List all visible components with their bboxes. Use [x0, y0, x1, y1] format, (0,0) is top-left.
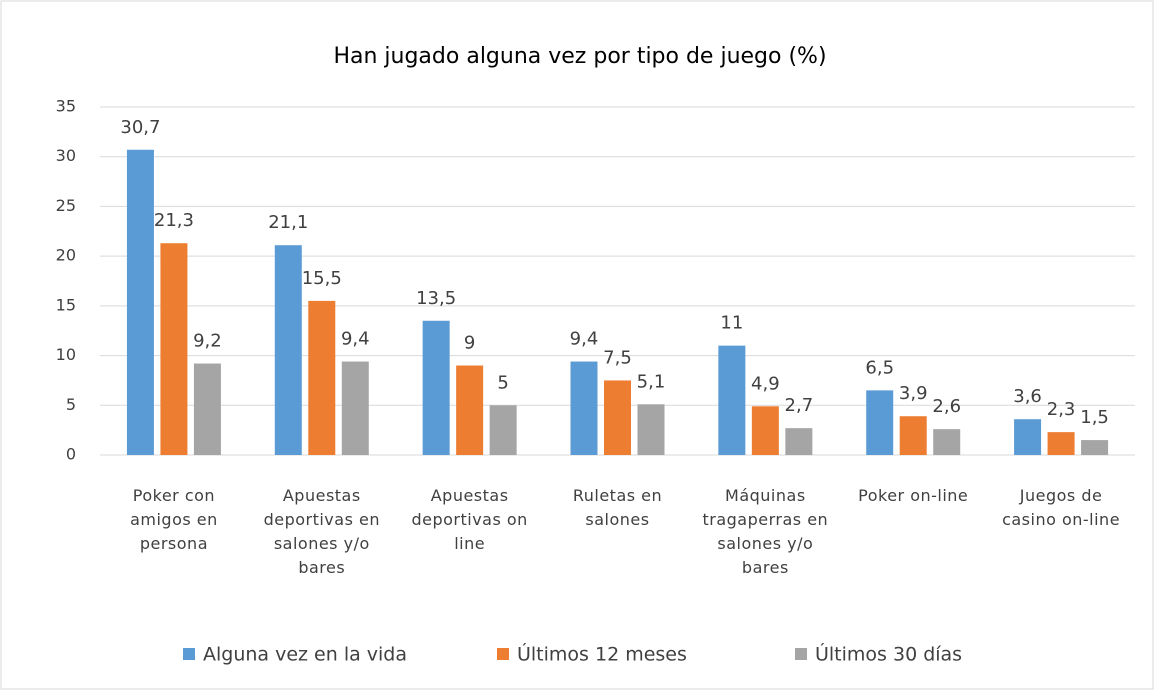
data-label: 6,5 [865, 357, 894, 378]
x-tick-label: Ruletas en salones [572, 486, 663, 529]
legend-label: Alguna vez en la vida [203, 644, 407, 666]
data-label: 13,5 [416, 288, 456, 309]
x-tick-label: Juegos de casino on-line [1002, 486, 1121, 529]
x-tick-label: Poker on-line [858, 486, 969, 505]
x-tick-label: Poker con amigos en persona [130, 486, 218, 553]
data-label: 1,5 [1080, 407, 1109, 428]
legend-swatch [183, 648, 195, 660]
y-tick-label: 5 [66, 395, 76, 414]
bar [489, 405, 517, 455]
legend-label: Últimos 30 días [815, 642, 962, 666]
data-label: 9,2 [193, 331, 222, 352]
x-tick-label: Apuestas deportivas on line [411, 486, 528, 553]
x-tick-label-box: Poker con amigos en persona [130, 486, 218, 553]
bar [160, 243, 188, 455]
y-tick-label: 15 [56, 295, 76, 314]
data-label: 9 [464, 333, 475, 354]
data-label: 2,3 [1047, 399, 1076, 420]
data-label: 4,9 [751, 373, 780, 394]
bar [193, 363, 221, 455]
legend-swatch [497, 648, 509, 660]
data-label: 2,6 [932, 396, 961, 417]
x-tick-label-box: Apuestas deportivas on line [411, 486, 528, 553]
x-tick-label: Apuestas deportivas en salones y/o bares [263, 486, 380, 577]
bar [1081, 440, 1109, 455]
data-label: 30,7 [120, 117, 160, 138]
data-label: 5,1 [637, 371, 666, 392]
data-label: 9,4 [570, 329, 599, 350]
x-tick-label-box: Apuestas deportivas en salones y/o bares [263, 486, 380, 577]
data-label: 7,5 [603, 347, 632, 368]
x-tick-label-box: Ruletas en salones [572, 486, 663, 529]
bar [933, 429, 961, 455]
legend-swatch [795, 648, 807, 660]
data-label: 5 [497, 372, 508, 393]
bar [1014, 419, 1042, 455]
y-tick-label: 10 [56, 345, 76, 364]
y-tick-label: 25 [56, 196, 76, 215]
bar [785, 428, 813, 455]
bar [274, 245, 302, 455]
y-tick-label: 0 [66, 445, 76, 464]
bar [341, 361, 369, 455]
bar [899, 416, 927, 455]
data-label: 21,3 [154, 210, 194, 231]
bar [637, 404, 665, 455]
bar [126, 149, 154, 456]
data-label: 15,5 [302, 268, 342, 289]
bar [751, 406, 779, 455]
legend-label: Últimos 12 meses [517, 642, 687, 666]
x-tick-label-box: Juegos de casino on-line [1002, 486, 1121, 529]
bar [1047, 432, 1075, 455]
data-label: 11 [720, 313, 743, 334]
x-tick-label: Máquinas tragaperras en salones y/o bare… [702, 486, 829, 577]
y-tick-label: 35 [56, 97, 76, 116]
bar [570, 361, 598, 455]
y-tick-label: 30 [56, 146, 76, 165]
bar [456, 365, 484, 455]
bar [308, 300, 336, 455]
bar [866, 390, 894, 455]
x-tick-label-box: Poker on-line [858, 486, 969, 505]
bar [718, 345, 746, 455]
data-label: 2,7 [785, 395, 814, 416]
data-label: 3,6 [1013, 386, 1042, 407]
data-label: 9,4 [341, 329, 370, 350]
chart-title: Han jugado alguna vez por tipo de juego … [333, 44, 826, 69]
bar [422, 320, 450, 455]
y-tick-label: 20 [56, 246, 76, 265]
x-tick-label-box: Máquinas tragaperras en salones y/o bare… [702, 486, 829, 577]
data-label: 21,1 [268, 212, 308, 233]
bar [604, 380, 631, 455]
data-label: 3,9 [899, 383, 928, 404]
